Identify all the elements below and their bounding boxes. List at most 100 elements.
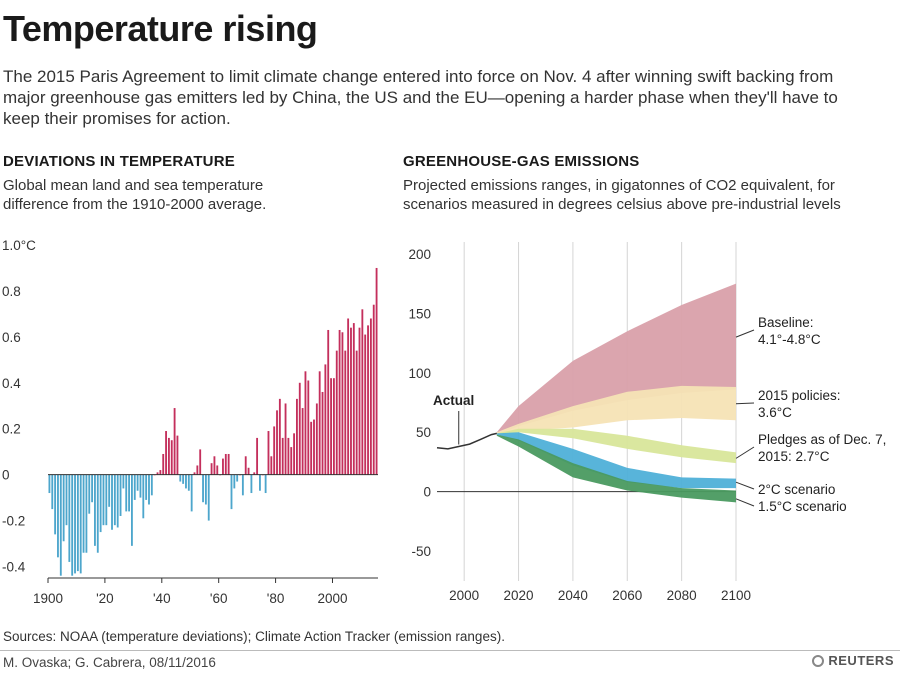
temp-bar [128,474,130,512]
emissions-band-two_c [496,432,736,489]
temp-bar [352,323,355,475]
temp-bar [355,350,358,475]
temperature-chart-heading: DEVIATIONS IN TEMPERATURE [3,153,235,170]
emissions-x-tick-label: 2040 [558,588,588,603]
temp-y-tick-label: 1.0°C [2,238,36,253]
series-label-pledges: Pledges as of Dec. 7, [758,432,886,447]
emissions-x-tick-label: 2060 [612,588,642,603]
temp-bar [71,474,74,576]
temp-bar [102,474,105,526]
reuters-logo-icon [812,655,825,667]
temp-bar [224,453,227,475]
emissions-y-tick-label: 200 [408,247,431,262]
temp-bar [156,472,159,475]
temp-bar [113,474,116,526]
emissions-band-pledges [496,428,736,464]
temp-bar [293,433,295,475]
temp-bar [327,329,330,475]
temp-bar [332,378,335,475]
temp-y-tick-label: 0.2 [2,422,21,437]
temp-y-tick-label: 0 [2,468,10,483]
temp-bar [199,449,202,475]
temp-bar [142,474,145,519]
emissions-band-one_five_c [496,434,736,503]
temp-bar [367,325,369,475]
temp-bar [216,465,219,475]
temp-bar [105,474,108,526]
temp-bar [304,371,307,475]
temp-bar [358,327,361,475]
temp-bar [350,327,352,475]
temp-bar [48,474,51,494]
temp-bar [287,437,290,475]
temp-bar [321,391,324,475]
temp-x-tick-label: 2000 [317,591,347,606]
emissions-y-tick-label: 0 [423,485,431,500]
temp-bar [125,474,128,512]
temp-bar [281,437,284,475]
temp-bar [176,435,179,475]
temp-bar [91,474,94,503]
emissions-x-tick-label: 2020 [504,588,534,603]
temp-bar [190,474,193,512]
temp-bar [278,398,281,475]
temp-bar [165,431,167,475]
temp-bar [338,329,341,475]
temp-bar [236,474,239,482]
footer-divider [0,650,900,651]
temp-y-tick-label: -0.4 [2,560,26,575]
temp-bar [330,378,332,475]
intro-text: The 2015 Paris Agreement to limit climat… [3,67,838,128]
temp-bar [267,431,270,475]
temp-bar [207,474,210,521]
temp-bar [167,437,170,475]
actual-label: Actual [433,393,474,408]
temp-bar [375,267,378,475]
temp-y-tick-label: -0.2 [2,514,25,529]
temp-bar [344,350,347,475]
series-label-two_c: 2°C scenario [758,482,835,497]
temp-y-tick-label: 0.8 [2,284,21,299]
temp-bar [96,474,99,553]
temp-bar [253,472,256,475]
series-label-policies: 3.6°C [758,405,792,420]
temp-bar [273,426,276,475]
temp-bar [213,456,216,475]
temp-bar [341,332,344,475]
temp-bar [111,474,113,530]
temp-bar [244,456,247,475]
temp-bar [270,456,273,475]
temp-y-tick-label: 0.6 [2,330,21,345]
temp-bar [233,474,236,489]
emissions-x-tick-label: 2100 [721,588,751,603]
temp-bar [148,474,150,505]
emissions-chart-heading: GREENHOUSE-GAS EMISSIONS [403,153,640,170]
temp-bar [241,474,244,496]
temp-bar [247,467,250,475]
series-label-baseline: 4.1°-4.8°C [758,332,821,347]
emissions-x-tick-label: 2080 [667,588,697,603]
emissions-y-tick-label: 50 [416,425,431,440]
temp-bar [259,474,261,491]
page-title: Temperature rising [3,8,318,49]
temp-bar [139,474,142,498]
temp-bar [347,318,350,475]
series-leader-line [735,481,755,490]
emissions-y-tick-label: -50 [411,544,431,559]
series-label-policies: 2015 policies: [758,388,841,403]
temp-bar [298,382,301,475]
temp-bar [159,470,162,475]
series-label-pledges: 2015: 2.7°C [758,449,830,464]
temp-bar [182,474,185,484]
temp-bar [122,474,125,489]
series-label-baseline: Baseline: [758,315,814,330]
temp-bar [372,304,375,475]
temp-bar [310,421,313,475]
temp-bar [119,474,122,516]
emissions-x-tick-label: 2000 [449,588,479,603]
temp-bar [116,474,119,528]
temp-bar [185,474,187,489]
emissions-band-policies [496,385,736,435]
emissions-actual-line [436,432,497,450]
